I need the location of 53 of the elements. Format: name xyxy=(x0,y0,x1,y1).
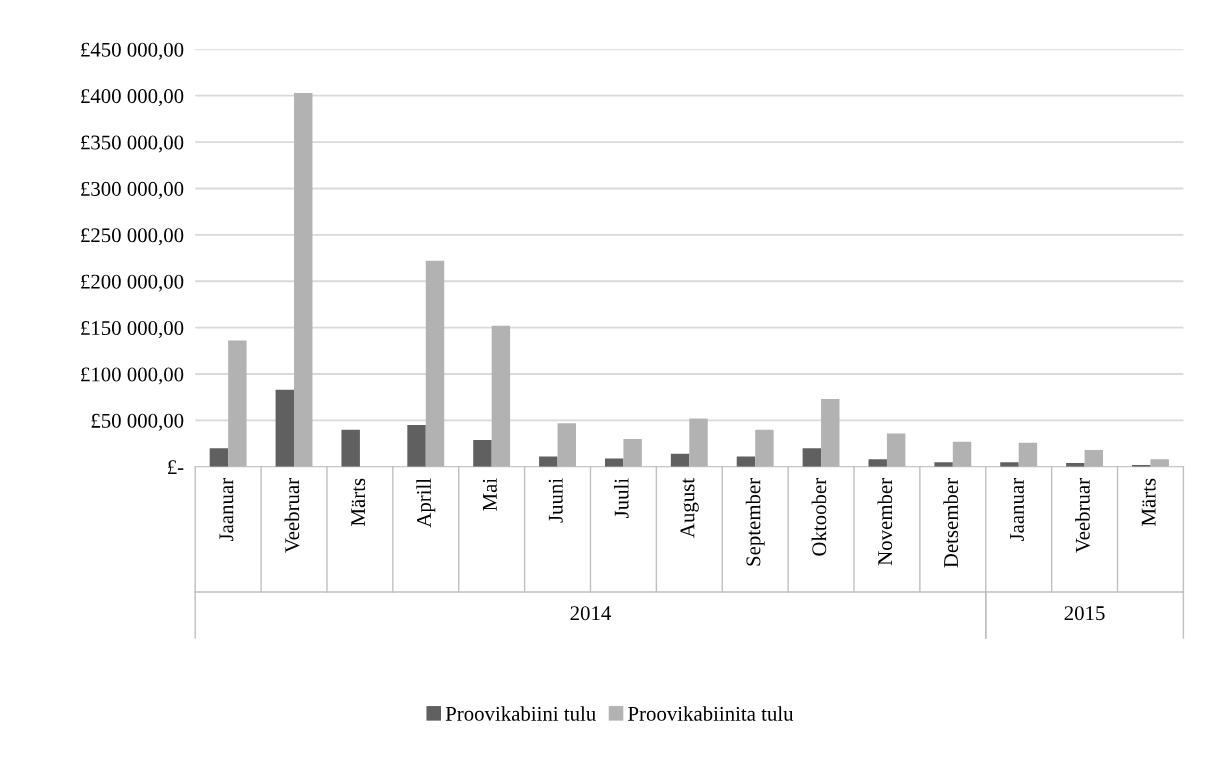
legend-label: Proovikabiini tulu xyxy=(445,706,596,721)
bar xyxy=(275,389,295,467)
bar xyxy=(491,325,511,467)
x-tick-label: Jaanuar xyxy=(1010,478,1024,542)
x-tick-label: Märts xyxy=(351,478,366,526)
x-tick-label: Märts xyxy=(1141,478,1156,526)
bar xyxy=(670,453,690,467)
bar xyxy=(1084,450,1104,467)
y-tick-label: £150 000,00 xyxy=(81,321,184,339)
x-tick-label: November xyxy=(877,478,893,566)
x-tick-label: Veebruar xyxy=(284,478,300,553)
bar xyxy=(1150,459,1169,467)
bar xyxy=(868,459,887,467)
bar xyxy=(821,399,840,467)
bar xyxy=(341,429,360,467)
bar xyxy=(228,340,247,467)
bar xyxy=(294,92,313,467)
x-tick-label: Juuni xyxy=(548,478,563,523)
text: 2014 xyxy=(570,606,611,621)
bar xyxy=(539,456,558,467)
bar xyxy=(209,448,229,467)
y-tick-label: £- xyxy=(167,460,184,475)
x-tick-label: Detsember xyxy=(943,478,959,568)
x-tick-label: Oktoober xyxy=(811,478,827,556)
bar xyxy=(407,425,426,467)
bar xyxy=(557,423,576,467)
y-tick-label: £350 000,00 xyxy=(81,135,184,153)
x-tick-label: September xyxy=(745,478,765,566)
y-tick-label: £450 000,00 xyxy=(81,42,184,60)
bar xyxy=(623,438,642,467)
text: 2015 xyxy=(1064,606,1105,621)
y-tick-label: £300 000,00 xyxy=(81,181,184,199)
x-tick-label: Juuli xyxy=(613,478,629,518)
bar xyxy=(689,418,708,467)
bar xyxy=(952,441,972,467)
x-tick-label: August xyxy=(680,478,699,538)
bar xyxy=(1018,442,1038,467)
x-tick-label: Jaanuar xyxy=(219,478,234,542)
bar xyxy=(425,260,445,467)
bar xyxy=(755,429,774,467)
bar xyxy=(604,458,624,467)
x-tick-label: Veebruar xyxy=(1075,478,1090,553)
bar xyxy=(473,439,492,467)
x-tick-label: Mai xyxy=(482,478,497,511)
bar xyxy=(802,448,822,467)
bar xyxy=(886,433,906,467)
legend-label: Proovikabiinita tulu xyxy=(628,706,794,721)
y-tick-label: £250 000,00 xyxy=(81,228,184,246)
x-tick-label: Aprill xyxy=(416,478,436,528)
y-tick-label: £50 000,00 xyxy=(91,413,184,431)
y-tick-label: £400 000,00 xyxy=(81,89,184,107)
y-tick-label: £100 000,00 xyxy=(81,367,184,385)
y-tick-label: £200 000,00 xyxy=(81,274,184,292)
